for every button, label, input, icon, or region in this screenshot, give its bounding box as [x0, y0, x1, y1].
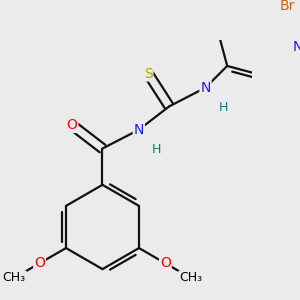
Text: N: N — [292, 40, 300, 54]
Text: N: N — [200, 81, 211, 95]
Text: S: S — [144, 67, 152, 81]
Text: O: O — [34, 256, 45, 270]
Text: O: O — [160, 256, 171, 270]
Text: CH₃: CH₃ — [3, 272, 26, 284]
Text: N: N — [134, 123, 144, 137]
Text: Br: Br — [279, 0, 295, 13]
Text: H: H — [152, 143, 161, 156]
Text: CH₃: CH₃ — [179, 272, 202, 284]
Text: H: H — [218, 100, 228, 113]
Text: O: O — [67, 118, 77, 132]
